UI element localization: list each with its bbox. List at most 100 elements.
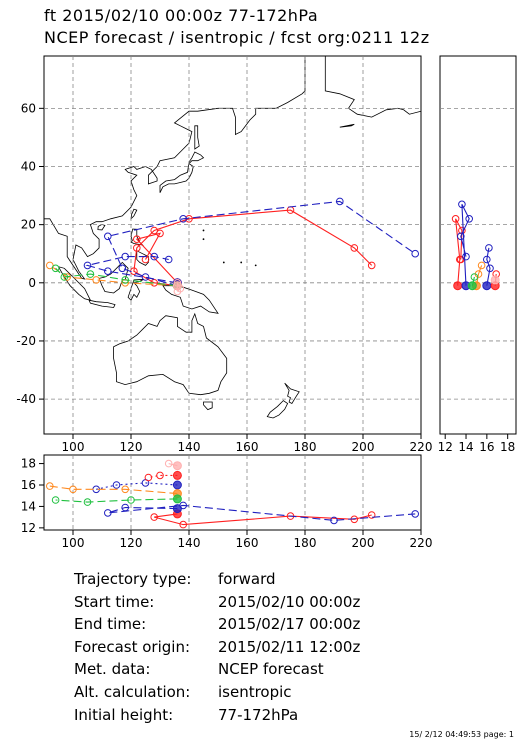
- trajectory-point: [60, 273, 69, 281]
- trajectory-line: [460, 204, 470, 286]
- island-dot: [202, 229, 205, 232]
- trajectory-point: [465, 215, 474, 223]
- y-tick-label: 14: [21, 499, 36, 513]
- trajectory-point: [46, 261, 54, 270]
- island-dot: [240, 261, 243, 264]
- trajectory-point: [411, 249, 420, 258]
- trajectory-line: [55, 267, 178, 287]
- side-frame: [439, 55, 517, 435]
- trajectory-point: [92, 276, 100, 284]
- trajectory-point: [118, 264, 127, 273]
- y-tick-label: 40: [21, 159, 36, 173]
- trajectory-point: [164, 459, 173, 468]
- trajectory-point: [451, 215, 460, 223]
- x-tick-label: 160: [236, 536, 259, 550]
- trajectory-point: [121, 503, 129, 512]
- trajectory-point: [179, 501, 187, 510]
- y-tick-label: 60: [21, 101, 36, 115]
- trajectory-point: [83, 498, 92, 506]
- x-tick-label: 16: [479, 440, 494, 454]
- x-tick-label: 220: [410, 536, 433, 550]
- info-row: Alt. calculation: isentropic: [74, 681, 360, 704]
- trajectory-point: [483, 255, 491, 264]
- info-row: End time: 2015/02/17 00:00z: [74, 613, 360, 636]
- info-label: Start time:: [74, 592, 155, 611]
- trajectory-point: [485, 244, 493, 252]
- info-label: Alt. calculation:: [74, 682, 191, 701]
- info-value: isentropic: [218, 682, 292, 701]
- trajectory-point: [350, 244, 359, 252]
- trajectory-point: [173, 287, 182, 296]
- trajectory-point: [121, 252, 129, 261]
- trajectory-line: [49, 485, 178, 495]
- x-tick-label: 220: [410, 440, 433, 454]
- trajectory-point: [330, 516, 338, 525]
- x-tick-label: 120: [120, 440, 143, 454]
- trajectory-point: [164, 255, 173, 264]
- trajectory-point: [411, 510, 420, 518]
- info-row: Start time: 2015/02/10 00:00z: [74, 591, 360, 614]
- trajectory-line: [107, 200, 416, 287]
- island-dot: [254, 264, 257, 267]
- trajectory-point: [486, 264, 494, 273]
- trajectory-point: [172, 480, 182, 490]
- trajectory-point: [156, 229, 164, 238]
- info-value: forward: [218, 570, 276, 588]
- y-tick-label: -40: [16, 392, 36, 406]
- trajectory-point: [477, 261, 486, 270]
- trajectory-point: [179, 520, 187, 529]
- trajectory-point: [172, 494, 182, 504]
- info-label: Forecast origin:: [74, 637, 191, 656]
- coastline: [127, 278, 145, 301]
- x-tick-label: 160: [236, 440, 259, 454]
- info-value: 2015/02/11 12:00z: [218, 637, 361, 656]
- info-value: 2015/02/10 00:00z: [218, 592, 361, 611]
- coastline: [44, 56, 306, 280]
- island-dot: [202, 238, 205, 241]
- x-tick-label: 120: [120, 536, 143, 550]
- trajectory-point: [69, 485, 77, 494]
- timestamp-footer: 15/ 2/12 04:49:53 page: 1: [409, 730, 514, 739]
- trajectory-point: [144, 473, 153, 482]
- coastline: [130, 228, 144, 246]
- trajectory-point: [482, 281, 492, 291]
- trajectory-point: [179, 215, 187, 223]
- coastline: [266, 400, 289, 419]
- trajectory-point: [462, 252, 470, 261]
- trajectory-point: [121, 276, 129, 284]
- x-tick-label: 180: [294, 440, 317, 454]
- info-row: Forecast origin: 2015/02/11 12:00z: [74, 636, 360, 659]
- x-tick-label: 200: [352, 536, 375, 550]
- trajectory-line: [85, 256, 178, 284]
- trajectory-point: [150, 252, 158, 261]
- trajectory-point: [367, 261, 376, 270]
- y-tick-label: 20: [21, 218, 36, 232]
- trajectory-point: [83, 261, 92, 270]
- info-label: Met. data:: [74, 660, 151, 679]
- coastline: [203, 401, 213, 411]
- coastline: [130, 208, 138, 220]
- info-value: 2015/02/17 00:00z: [218, 615, 361, 634]
- trajectory-point: [336, 197, 344, 206]
- coastline: [159, 151, 205, 193]
- trajectory-point: [172, 470, 182, 480]
- trajectory-point: [367, 511, 376, 519]
- coastline: [113, 312, 228, 396]
- chart-title-line1: ft 2015/02/10 00:00z 77-172hPa: [44, 6, 319, 25]
- info-row: Trajectory type: forward: [74, 568, 360, 591]
- y-tick-label: -20: [16, 334, 36, 348]
- x-tick-label: 200: [352, 440, 375, 454]
- trajectory-point: [133, 244, 141, 252]
- info-value: NCEP forecast: [218, 660, 324, 679]
- trajectory-line: [486, 247, 491, 286]
- trajectory-point: [453, 281, 463, 291]
- trajectory-point: [51, 496, 60, 504]
- coastline: [339, 123, 355, 128]
- trajectory-line: [55, 498, 178, 503]
- island-dot: [222, 261, 225, 264]
- coastline: [284, 382, 300, 405]
- info-label: Trajectory type:: [74, 570, 192, 588]
- bottom-frame: [43, 454, 422, 531]
- map-frame: [43, 55, 422, 435]
